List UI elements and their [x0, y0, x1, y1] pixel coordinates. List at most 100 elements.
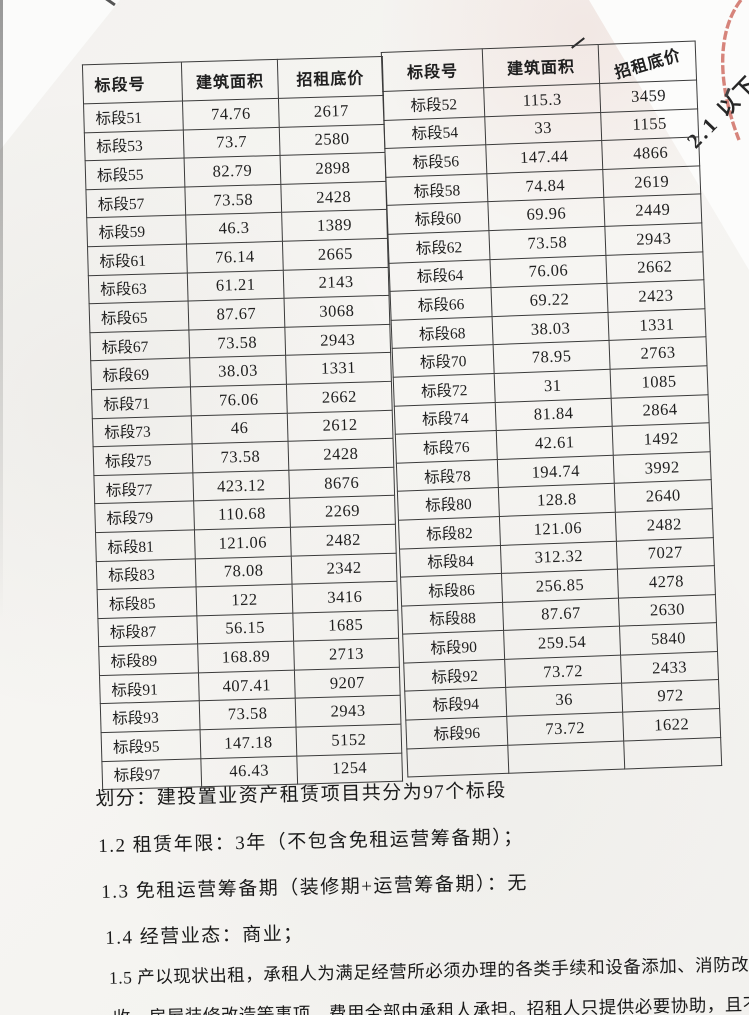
section-id-cell: 标段92 — [403, 659, 506, 692]
section-id-cell: 标段64 — [389, 259, 492, 292]
base-rent-cell: 1622 — [622, 708, 721, 741]
section-id-cell: 标段68 — [391, 316, 494, 349]
building-area-cell: 74.76 — [182, 98, 280, 130]
section-id-cell: 标段63 — [88, 272, 189, 304]
section-id-cell: 标段95 — [101, 729, 201, 762]
building-area-cell: 73.72 — [506, 712, 624, 745]
base-rent-cell: 2617 — [278, 95, 385, 127]
base-rent-cell: 3416 — [292, 581, 398, 613]
base-rent-cell: 3992 — [613, 451, 712, 484]
lease-sections-table-right: 标段号 建筑面积 招租底价 标段52 115.3 3459 标段54 33 1155 标段56 1… — [381, 40, 722, 778]
section-id-cell: 标段77 — [93, 472, 194, 504]
building-area-cell: 69.22 — [491, 283, 608, 317]
base-rent-cell: 2342 — [291, 552, 397, 585]
building-area-cell: 122 — [196, 584, 293, 616]
base-rent-cell: 2662 — [286, 381, 393, 413]
section-id-cell: 标段85 — [97, 586, 197, 619]
building-area-cell: 259.54 — [503, 626, 621, 660]
section-id-cell: 标段56 — [384, 144, 487, 178]
section-id-cell: 标段90 — [402, 630, 505, 663]
section-id-cell: 标段71 — [91, 386, 192, 419]
base-rent-cell: 1685 — [292, 609, 399, 642]
base-rent-cell: 2943 — [295, 695, 401, 728]
section-id-cell: 标段79 — [94, 501, 195, 533]
building-area-cell: 33 — [484, 112, 602, 145]
section-id-cell: 标段86 — [400, 573, 503, 606]
clause-line: 1.2 租赁年限：3年（不包含免租运营筹备期）； — [98, 827, 524, 857]
clause-line: 1.5 产以现状出租，承租人为满足经营所必须办理的各类手续和设备添加、消防改造验 — [108, 953, 749, 988]
section-id-cell: 标段78 — [396, 459, 499, 492]
building-area-cell: 74.84 — [486, 169, 604, 203]
base-rent-cell: 2580 — [279, 124, 386, 156]
clause-notes: 划分：建投置业资产租赁项目共分为97个标段 1.2 租赁年限：3年（不包含免租运营… — [95, 771, 749, 1015]
section-id-cell: 标段76 — [395, 430, 498, 463]
section-id-cell: 标段93 — [100, 701, 201, 733]
clause-line: 收、房屋装修改造等事项，费用全部由承租人承担。招租人只提供必要协助，且不对最 — [112, 993, 749, 1015]
base-rent-cell: 2662 — [605, 251, 704, 284]
section-id-cell: 标段62 — [387, 230, 490, 263]
base-rent-cell: 2763 — [609, 337, 708, 370]
building-area-cell: 81.84 — [495, 397, 613, 431]
building-area-cell: 168.89 — [197, 641, 295, 673]
section-id-cell: 标段60 — [386, 202, 489, 235]
base-rent-cell: 2943 — [604, 222, 703, 255]
base-rent-cell: 972 — [621, 680, 720, 713]
base-rent-cell: 1331 — [607, 308, 706, 341]
base-rent-cell: 1155 — [600, 108, 699, 141]
building-area-cell: 312.32 — [500, 540, 618, 574]
building-area-cell: 128.8 — [498, 483, 616, 517]
base-rent-cell: 2482 — [290, 524, 397, 556]
building-area-cell: 423.12 — [192, 469, 290, 502]
section-id-cell: 标段91 — [99, 672, 200, 705]
building-area-cell: 56.15 — [196, 612, 294, 645]
base-rent-cell: 2423 — [606, 279, 705, 313]
base-rent-cell: 4866 — [601, 137, 700, 170]
section-id-cell: 标段87 — [97, 615, 198, 647]
building-area-cell: 110.68 — [193, 498, 291, 530]
base-rent-cell: 2713 — [293, 638, 400, 671]
base-rent-cell — [623, 737, 722, 770]
base-rent-cell: 9207 — [294, 667, 401, 699]
clause-line: 1.3 免租运营筹备期（装修期+运营筹备期）：无 — [101, 872, 529, 903]
section-id-cell: 标段88 — [401, 602, 504, 635]
base-rent-cell: 2143 — [283, 266, 389, 299]
base-rent-cell: 2898 — [280, 152, 386, 185]
column-header: 标段号 — [381, 48, 484, 92]
building-area-cell: 46.3 — [185, 212, 283, 244]
column-header: 招租底价 — [277, 56, 384, 99]
section-id-cell: 标段51 — [83, 101, 184, 133]
red-stamp-edge — [720, 0, 743, 141]
base-rent-cell: 5840 — [619, 622, 718, 656]
building-area-cell: 73.7 — [183, 126, 281, 159]
base-rent-cell: 2428 — [288, 438, 394, 470]
base-rent-cell: 2612 — [287, 409, 393, 442]
section-id-cell: 标段89 — [98, 644, 199, 676]
section-id-cell: 标段83 — [96, 558, 197, 590]
base-rent-cell: 1389 — [281, 209, 388, 242]
building-area-cell: 115.3 — [483, 83, 601, 117]
building-area-cell: 87.67 — [188, 298, 285, 330]
building-area-cell: 38.03 — [189, 355, 287, 387]
building-area-cell: 82.79 — [184, 155, 281, 187]
base-rent-cell: 2640 — [614, 480, 713, 513]
base-rent-cell: 2269 — [289, 495, 396, 528]
building-area-cell: 73.58 — [184, 184, 282, 216]
section-id-cell: 标段96 — [405, 716, 508, 749]
section-id-cell: 标段74 — [394, 402, 497, 435]
base-rent-cell: 1085 — [610, 365, 709, 398]
section-id-cell: 标段52 — [382, 87, 485, 121]
base-rent-cell: 1331 — [285, 352, 392, 385]
base-rent-cell: 2943 — [284, 324, 391, 356]
section-id-cell: 标段94 — [404, 687, 507, 721]
building-area-cell: 147.18 — [200, 727, 297, 759]
base-rent-cell: 2428 — [280, 181, 387, 213]
section-id-cell: 标段70 — [392, 344, 495, 378]
building-area-cell: 42.61 — [496, 426, 614, 460]
section-id-cell: 标段81 — [95, 529, 196, 562]
building-area-cell: 76.06 — [489, 254, 607, 288]
section-id-cell: 标段69 — [90, 358, 191, 390]
building-area-cell: 121.06 — [499, 512, 617, 545]
base-rent-cell: 2665 — [282, 238, 389, 270]
section-id-cell: 标段67 — [89, 329, 190, 362]
